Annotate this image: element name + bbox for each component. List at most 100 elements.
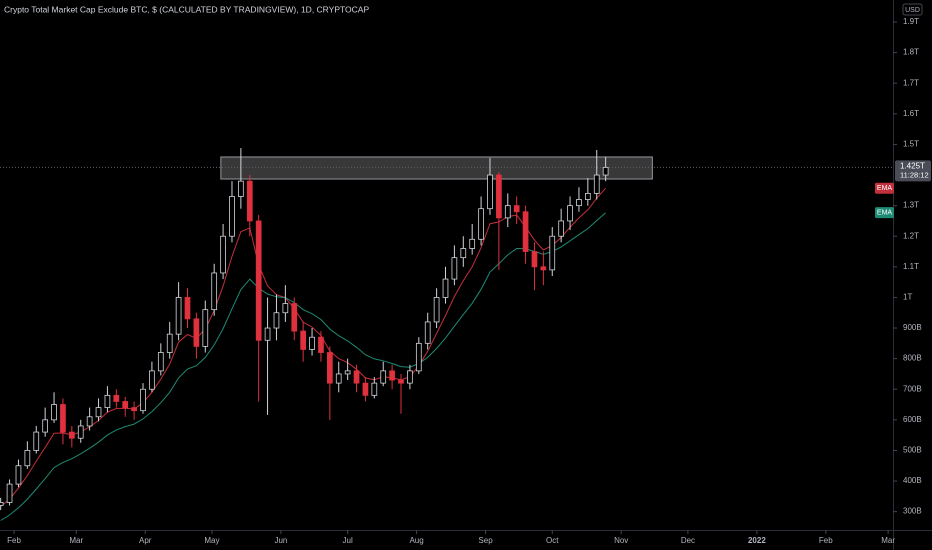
x-tick-label: Nov [614, 536, 628, 545]
y-tick-label: 1.1T [903, 262, 919, 271]
candle-body [6, 483, 13, 503]
ema-line [0, 212, 606, 521]
candle-body [398, 379, 404, 384]
candle-body [362, 382, 369, 396]
candle-body [104, 394, 111, 408]
x-tick-label: 2022 [748, 536, 766, 545]
candle-body [273, 312, 280, 329]
candle-body [77, 425, 84, 439]
candle-body [567, 205, 573, 222]
y-tick-label: 500B [903, 446, 922, 455]
candle-body [264, 327, 271, 341]
candle-body [86, 416, 93, 427]
ema-tag-label: EMA [877, 185, 893, 192]
candle-body [504, 205, 511, 219]
currency-box [902, 3, 923, 16]
candle-body [255, 220, 262, 341]
candle-body [113, 394, 120, 402]
candle-body [531, 251, 538, 268]
candle-body [415, 342, 422, 372]
candle-body [33, 431, 40, 451]
candle-body [0, 502, 4, 506]
resistance-zone [220, 156, 653, 180]
candle-body [407, 370, 413, 384]
candle-body [42, 419, 48, 433]
candle-body [513, 205, 520, 213]
candle-body [211, 272, 218, 311]
y-tick-label: 1.2T [903, 231, 919, 240]
candle-body [389, 370, 395, 381]
y-tick-label: 600B [903, 415, 922, 424]
last-price-box [895, 160, 931, 182]
x-tick-label: Feb [819, 536, 833, 545]
ema-tag-label: EMA [877, 210, 893, 217]
candle-body [309, 336, 315, 350]
y-tick-label: 400B [903, 476, 922, 485]
y-tick-label: 1.7T [903, 78, 919, 87]
candle-body [371, 382, 378, 396]
candle-body [202, 309, 209, 347]
candle-body [193, 318, 200, 347]
candle-body [469, 238, 476, 249]
ema-tag [875, 207, 894, 219]
candle-body [229, 196, 235, 237]
candle-body [166, 333, 173, 353]
y-tick-label: 300B [903, 507, 922, 516]
candle-body [451, 257, 458, 280]
x-tick-label: Apr [139, 536, 152, 545]
candle-body [335, 373, 342, 384]
x-tick-label: Jul [343, 536, 353, 545]
candle-body [131, 407, 137, 412]
candle-body [15, 465, 22, 485]
y-tick-label: 1T [903, 293, 912, 302]
candle-body [157, 352, 164, 372]
currency: USD [905, 7, 920, 14]
x-tick-label: May [204, 536, 219, 545]
ema-tag [875, 182, 894, 194]
y-tick-label: 800B [903, 354, 922, 363]
candle-body [576, 199, 582, 207]
candle-body [344, 370, 351, 375]
candle-body [549, 235, 556, 271]
x-tick-label: Sep [478, 536, 493, 545]
candle-body [584, 192, 591, 200]
candle-body [175, 297, 182, 335]
candle-body [558, 220, 565, 237]
candle-body [51, 404, 57, 421]
y-tick-label: 1.9T [903, 17, 919, 26]
x-tick-label: Oct [546, 536, 559, 545]
candle-body [540, 266, 547, 271]
candle-body [24, 450, 31, 467]
candle-body [60, 404, 66, 433]
y-tick-label: 700B [903, 384, 922, 393]
candle-body [300, 330, 306, 350]
candle-body [149, 370, 155, 390]
candle-body [487, 174, 493, 210]
candle-body [433, 297, 440, 323]
x-tick-label: Dec [681, 536, 695, 545]
countdown-label: 11:28:12 [900, 170, 929, 179]
x-tick-label: Aug [409, 536, 423, 545]
y-tick-label: 1.5T [903, 140, 919, 149]
candle-body [593, 174, 600, 194]
candle-body [353, 370, 360, 384]
y-tick-label: 1.6T [903, 109, 919, 118]
candle-body [122, 401, 129, 408]
chart-title: Crypto Total Market Cap Exclude BTC, $ (… [4, 4, 369, 14]
plot-area [0, 148, 893, 521]
y-tick-label: 900B [903, 323, 922, 332]
candle-body [238, 180, 244, 197]
last-price-label: 1.425T [900, 161, 925, 170]
candle-body [522, 211, 529, 252]
candle-body [602, 166, 609, 176]
candle-body [318, 336, 324, 353]
candle-body [291, 303, 298, 332]
candle-body [282, 303, 289, 314]
candle-body [460, 248, 467, 259]
y-tick-label: 1.8T [903, 48, 919, 57]
candle-body [68, 431, 75, 439]
candle-body [380, 370, 387, 384]
candle-body [184, 297, 191, 320]
